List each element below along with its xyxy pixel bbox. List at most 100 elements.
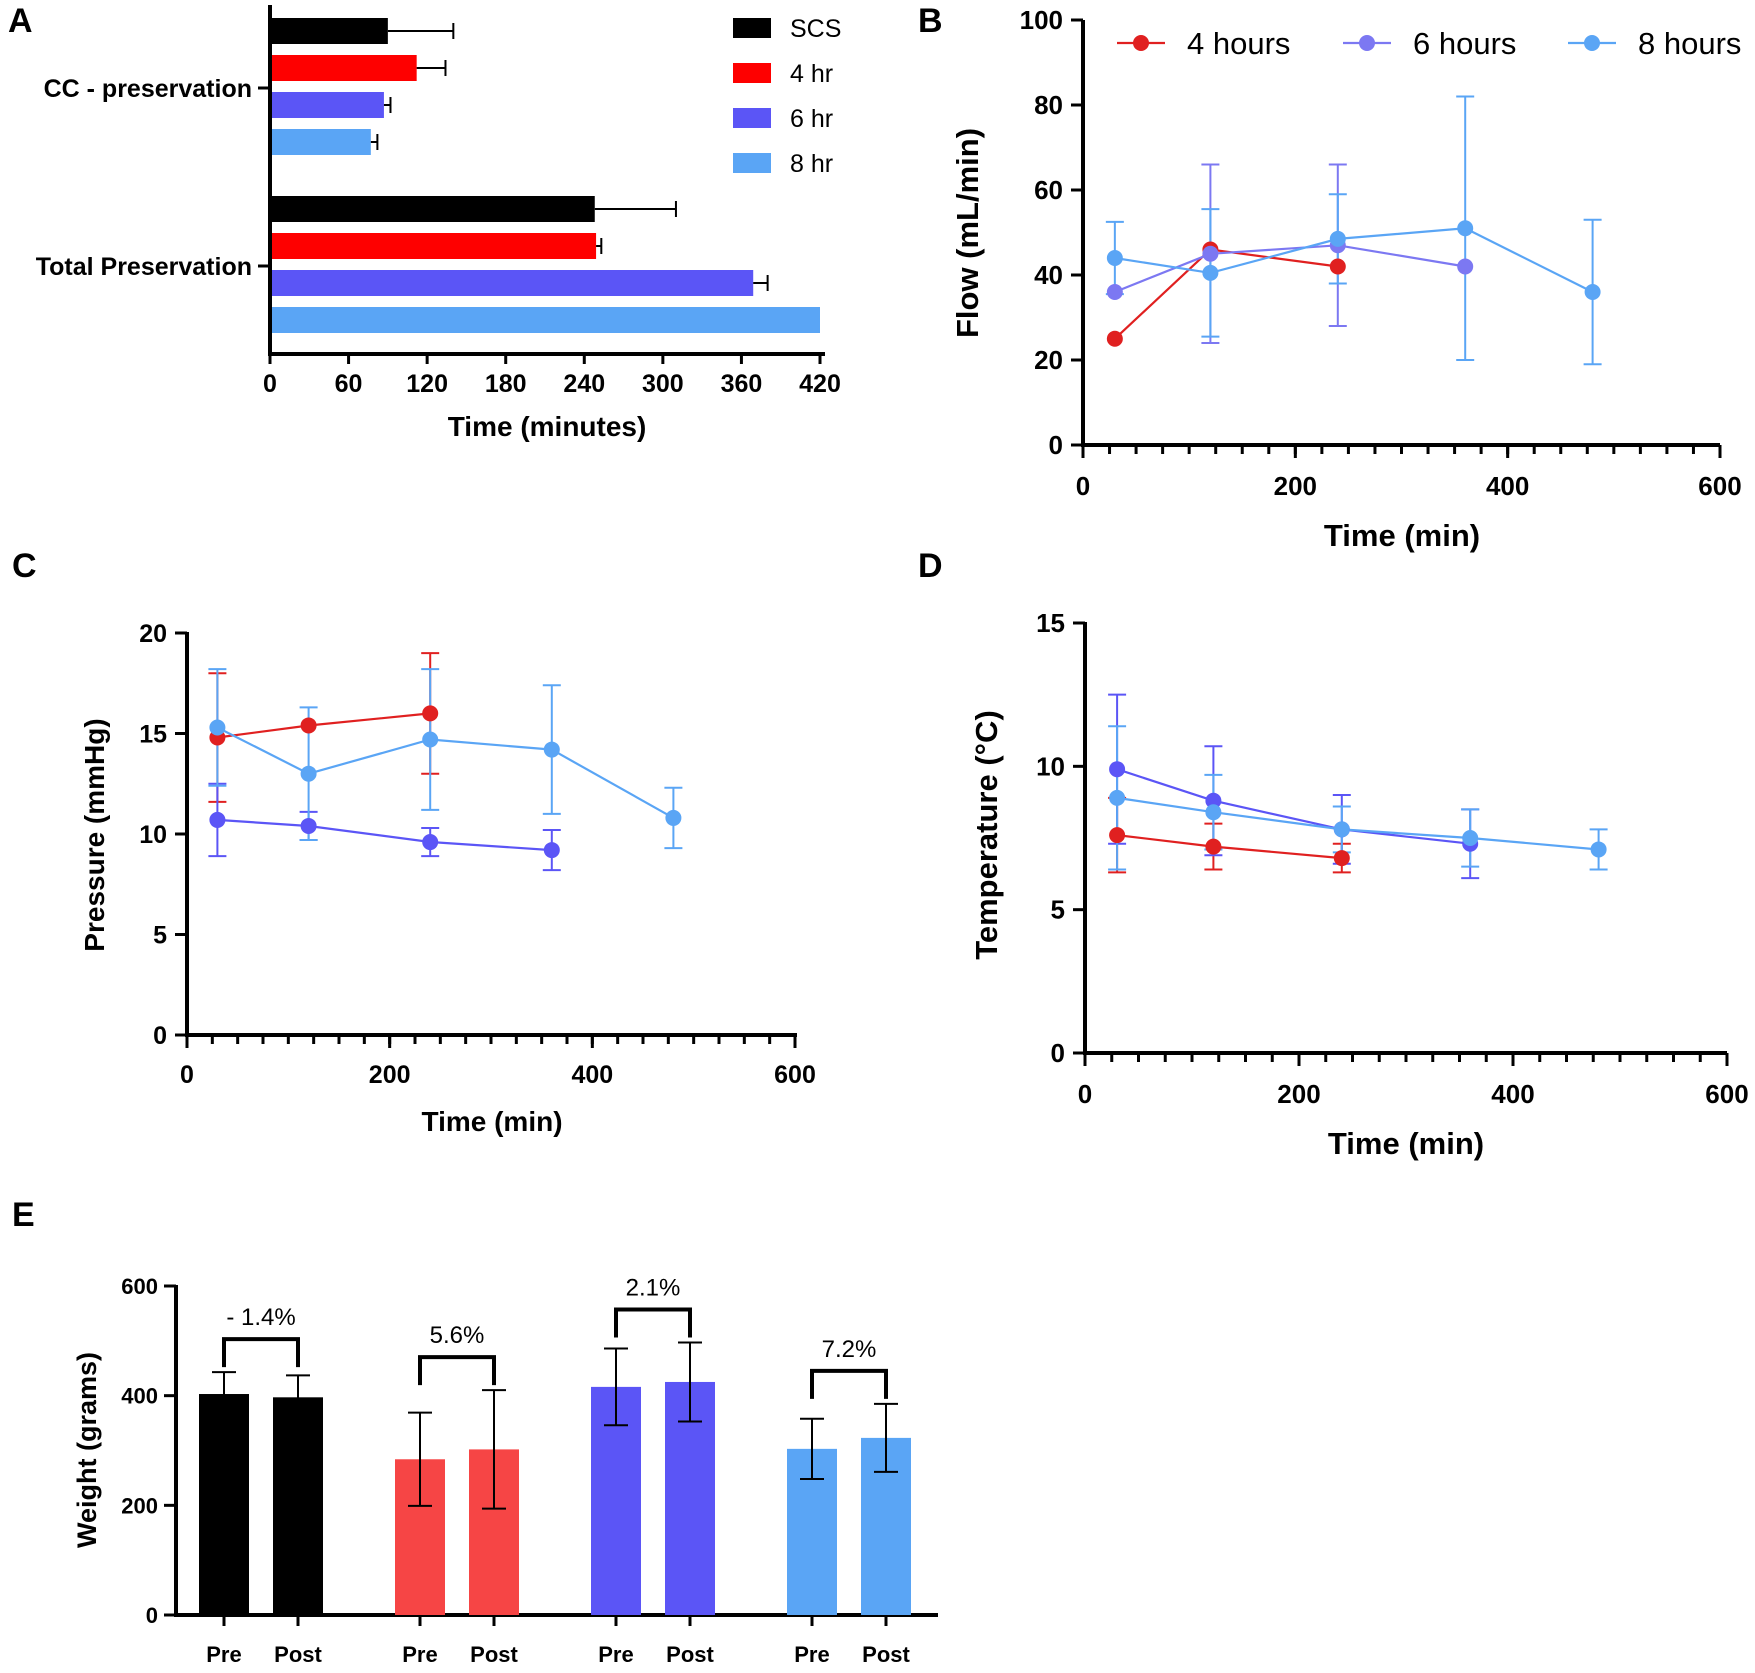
panel-a-legend-swatch <box>733 108 771 128</box>
panel-d-x-title: Time (min) <box>1328 1126 1484 1161</box>
panel-a-x-tick-label: 180 <box>485 370 527 398</box>
panel-a-legend-label: SCS <box>790 15 841 43</box>
panel-c-ticks: 0 200 400 600 0 5 10 15 20 <box>139 620 816 1089</box>
panel-d-y-tick-label: 0 <box>1051 1038 1065 1068</box>
panel-a-bar <box>272 233 597 259</box>
panel-b-legend-marker <box>1359 35 1375 51</box>
panel-d-y-tick-label: 15 <box>1036 608 1065 638</box>
panel-a-x-tick-label: 120 <box>406 370 448 398</box>
panel-e-comparison-bracket <box>222 1337 300 1368</box>
panel-b-series <box>1105 95 1602 366</box>
panel-a-x-tick-label: 420 <box>799 370 841 398</box>
panel-d-series-line <box>1116 834 1342 860</box>
panel-label-b: B <box>918 2 943 40</box>
panel-d-y-tick-label: 5 <box>1051 895 1065 925</box>
panel-a-x-title: Time (minutes) <box>448 411 647 442</box>
panel-a-legend-label: 8 hr <box>790 150 833 178</box>
panel-b-y-tick-label: 60 <box>1034 175 1063 205</box>
panel-a-legend: SCS 4 hr 6 hr 8 hr <box>733 15 841 178</box>
panel-d-x-tick-label: 200 <box>1277 1079 1320 1109</box>
panel-d-x-tick-label: 600 <box>1705 1079 1748 1109</box>
panel-a-legend-swatch <box>733 153 771 173</box>
panel-e-percent-change: - 1.4% <box>226 1304 295 1331</box>
panel-d-x-tick-label: 0 <box>1078 1079 1092 1109</box>
panel-a-legend-swatch <box>733 18 771 38</box>
panel-a-x-tick-label: 0 <box>263 370 277 398</box>
panel-c-data-point <box>300 717 317 734</box>
panel-b-legend-label: 4 hours <box>1187 26 1290 61</box>
panel-b-legend-marker <box>1584 35 1600 51</box>
panel-d-data-point <box>1590 841 1607 858</box>
panel-e-percent-change: 5.6% <box>430 1322 485 1349</box>
panel-e: E Weight (grams) 0 200 400 600 Pre Post Pre Pos… <box>12 1196 938 1667</box>
panel-b-x-tick-label: 400 <box>1486 471 1529 501</box>
panel-b-series-line <box>1114 244 1466 294</box>
panel-e-y-tick-label: 400 <box>121 1384 158 1409</box>
panel-d-series-line <box>1116 768 1471 845</box>
panel-c-data-point <box>300 817 317 834</box>
panel-label-a: A <box>8 2 33 40</box>
panel-e-comparison-bracket <box>810 1368 888 1399</box>
panel-e-percent-change: 7.2% <box>822 1336 877 1363</box>
panel-b-y-tick-label: 20 <box>1034 345 1063 375</box>
panel-e-bars: - 1.4% 5.6% 2.1% 7.2% <box>199 1274 911 1615</box>
panel-b-legend-marker <box>1133 35 1149 51</box>
panel-a-group-labels: CC - preservation Total Preservation <box>36 75 270 281</box>
panel-e-comparison-bracket <box>614 1307 692 1338</box>
panel-a-bar <box>272 92 384 118</box>
panel-b-data-point <box>1457 258 1474 275</box>
panel-b-y-title: Flow (mL/min) <box>950 128 985 338</box>
panel-a: A Time (minutes) 0 60 120 180 240 300 360 420 C… <box>8 2 841 442</box>
panel-d-data-point <box>1109 827 1126 844</box>
panel-b-y-tick-label: 100 <box>1020 5 1063 35</box>
panel-b-x-tick-label: 0 <box>1076 471 1090 501</box>
panel-c-data-point <box>422 705 439 722</box>
panel-d-data-point <box>1462 830 1479 846</box>
panel-a-group-label: CC - preservation <box>44 75 252 103</box>
panel-a-bar <box>272 270 754 296</box>
panel-b-legend: 4 hours 6 hours 8 hours <box>1117 26 1741 61</box>
panel-b-ticks: 0 200 400 600 0 20 40 60 80 100 <box>1020 5 1742 501</box>
panel-c-data-point <box>543 741 560 758</box>
panel-b-y-tick-label: 80 <box>1034 90 1063 120</box>
panel-c-y-tick-label: 15 <box>139 721 167 749</box>
panel-a-bar <box>272 55 417 81</box>
panel-b-data-point <box>1584 284 1601 300</box>
panel-c-x-title: Time (min) <box>421 1106 562 1137</box>
panel-e-x-tick-label: Post <box>862 1642 910 1667</box>
panel-b-data-point <box>1329 230 1346 247</box>
panel-b-data-point <box>1329 258 1346 275</box>
panel-a-bar <box>272 307 820 333</box>
panel-b-legend-label: 8 hours <box>1638 26 1741 61</box>
panel-a-x-tick-label: 60 <box>335 370 363 398</box>
panel-a-x-tick-label: 240 <box>563 370 605 398</box>
panel-e-y-tick-label: 600 <box>121 1274 158 1299</box>
panel-c: C Time (min) Pressure (mmHg) 0 200 400 6000… <box>12 547 816 1137</box>
panel-a-x-ticks: 0 60 120 180 240 300 360 420 <box>263 354 841 398</box>
panel-d-data-point <box>1333 821 1350 838</box>
panel-b-data-point <box>1106 250 1123 266</box>
panel-e-percent-change: 2.1% <box>626 1274 681 1301</box>
panel-c-y-tick-label: 0 <box>153 1022 167 1050</box>
panel-b-data-point <box>1202 245 1219 262</box>
panel-a-bar <box>272 18 388 44</box>
panel-c-data-point <box>300 765 317 782</box>
panel-d: D Time (min) Temperature (°C) 0 200 400 600… <box>918 547 1749 1161</box>
panel-e-bar <box>273 1397 323 1615</box>
panel-b-legend-label: 6 hours <box>1413 26 1516 61</box>
panel-b-data-point <box>1202 264 1219 281</box>
panel-d-data-point <box>1205 792 1222 809</box>
panel-d-data-point <box>1205 838 1222 855</box>
panel-label-e: E <box>12 1196 35 1234</box>
panel-e-comparison-bracket <box>418 1355 496 1386</box>
panel-b-y-tick-label: 40 <box>1034 260 1063 290</box>
panel-b-y-tick-label: 0 <box>1049 430 1063 460</box>
panel-d-series <box>1108 693 1608 880</box>
panel-e-y-tick-label: 200 <box>121 1493 158 1518</box>
panel-e-x-tick-label: Post <box>274 1642 322 1667</box>
panel-c-series-line <box>217 818 552 852</box>
panel-b-series-line <box>1114 227 1594 293</box>
panel-c-y-tick-label: 20 <box>139 620 167 648</box>
panel-e-x-tick-label: Pre <box>206 1642 241 1667</box>
